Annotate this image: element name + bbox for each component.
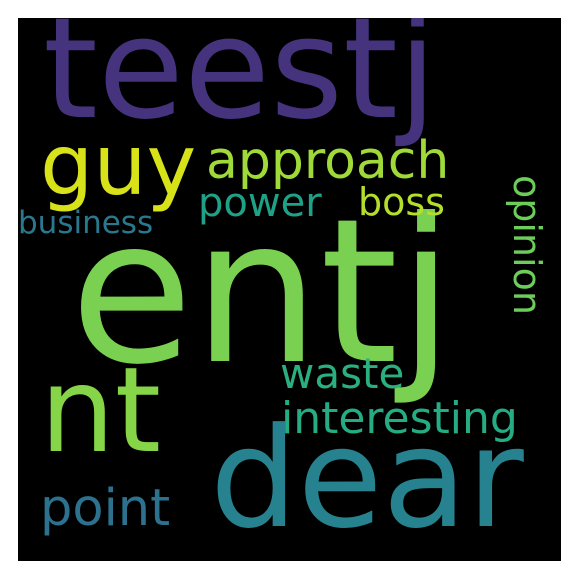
word-interesting: interesting [281,393,518,444]
word-nt: nt [40,341,162,479]
word-waste: waste [280,349,405,398]
word-point: point [40,479,171,538]
word-approach: approach [206,131,450,191]
word-boss: boss [358,180,445,224]
word-dear: dear [210,398,524,559]
word-business: business [18,205,154,241]
word-guy: guy [40,116,197,214]
word-entj: entj [70,176,454,409]
word-teestj: teestj [43,18,437,151]
word-power: power [198,180,322,226]
word-opinion: opinion [505,175,549,315]
word-cloud: teestj entj dear nt guy approach opinion… [18,18,561,561]
